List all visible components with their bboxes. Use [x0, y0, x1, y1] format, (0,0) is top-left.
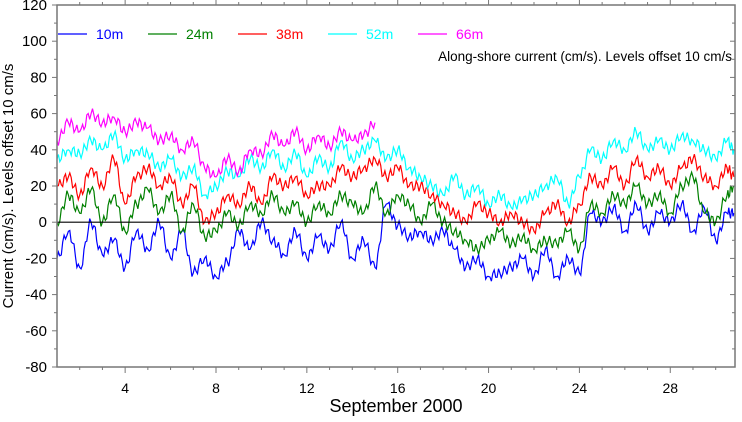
legend-label-52m: 52m [366, 26, 393, 42]
x-tick-label: 4 [121, 380, 129, 396]
legend-label-10m: 10m [96, 26, 123, 42]
legend-label-38m: 38m [276, 26, 303, 42]
y-tick-label: 40 [30, 142, 47, 159]
y-tick-label: 20 [30, 178, 47, 195]
plot-area [56, 108, 735, 283]
y-tick-label: -20 [25, 250, 47, 267]
y-axis-label: Current (cm/s). Levels offset 10 cm/s [0, 64, 17, 309]
y-tick-label: 100 [22, 33, 47, 50]
series-line-24m [56, 170, 735, 255]
legend-label-24m: 24m [186, 26, 213, 42]
x-axis-label: September 2000 [329, 396, 462, 416]
x-tick-label: 20 [481, 380, 497, 396]
y-tick-label: 80 [30, 69, 47, 86]
legend: 10m 24m 38m 52m 66m [58, 26, 483, 42]
legend-label-66m: 66m [456, 26, 483, 42]
series-line-10m [56, 199, 735, 283]
y-tick-label: -80 [25, 359, 47, 376]
y-tick-label: 60 [30, 106, 47, 123]
series-line-38m [56, 154, 735, 236]
y-tick-label: 120 [22, 0, 47, 14]
x-tick-label: 24 [572, 380, 588, 396]
x-tick-label: 8 [212, 380, 220, 396]
y-tick-label: -60 [25, 323, 47, 340]
x-tick-label: 16 [390, 380, 406, 396]
x-tick-label: 12 [299, 380, 315, 396]
y-tick-label: 0 [39, 214, 47, 231]
x-tick-label: 28 [662, 380, 678, 396]
axis-ticks: -80 -60 -40 -20 0 20 40 60 80 100 120 4 8 12 16 20 24 28 [22, 0, 735, 396]
chart-title: Along-shore current (cm/s). Levels offse… [438, 49, 732, 64]
series-line-52m [56, 126, 735, 211]
series-line-66m [56, 108, 376, 179]
y-tick-label: -40 [25, 287, 47, 304]
